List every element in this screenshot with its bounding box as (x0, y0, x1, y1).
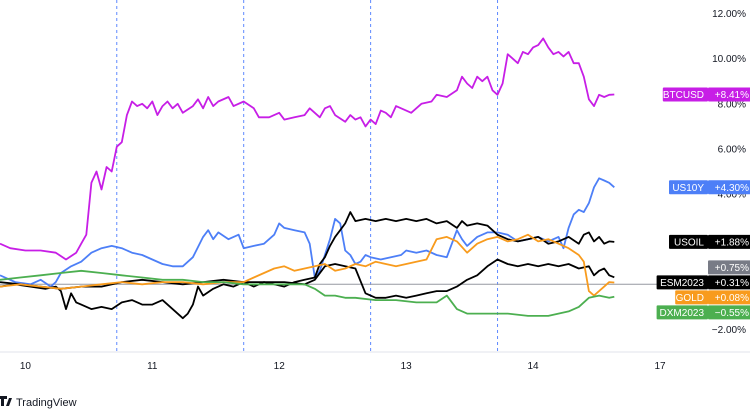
x-tick-label: 11 (147, 361, 158, 372)
symbol-badge-bg (675, 290, 708, 305)
value-badge-text: +0.08% (715, 293, 749, 304)
x-tick-label: 14 (528, 361, 540, 372)
symbol-badge-bg (656, 275, 708, 290)
symbol-badge-bg (656, 305, 708, 320)
x-tick-label: 12 (274, 361, 286, 372)
tradingview-brand[interactable]: TradingView (0, 396, 77, 409)
badge-gold[interactable]: +0.08% GOLD (675, 290, 750, 305)
value-badge-bg (708, 260, 750, 275)
badge-badge-extra[interactable]: +0.75% (708, 260, 750, 275)
symbol-badge-bg (669, 180, 708, 195)
series-line-gold[interactable] (0, 233, 615, 297)
badge-usoil[interactable]: +1.88% USOIL (669, 234, 750, 249)
series-line-usoil[interactable] (0, 211, 615, 320)
value-badge-text: +1.88% (715, 237, 749, 248)
series-line-us10y[interactable] (0, 177, 615, 288)
value-badge-bg (708, 275, 750, 290)
value-badge-text: +8.41% (715, 90, 749, 101)
value-badge-text: +4.30% (715, 183, 749, 194)
badge-btcusd[interactable]: +8.41% BTCUSD (662, 87, 750, 102)
series-lines (0, 37, 615, 320)
value-badge-text: +0.75% (715, 263, 749, 274)
series-line-dxm2023[interactable] (0, 269, 615, 317)
value-badge-bg (708, 180, 750, 195)
symbol-badge-bg (669, 234, 708, 249)
symbol-badge-text: USOIL (674, 237, 704, 248)
x-tick-label: 17 (654, 361, 666, 372)
value-badge-bg (708, 87, 750, 102)
symbol-badge-text: BTCUSD (663, 90, 704, 101)
x-tick-label: 13 (401, 361, 413, 372)
price-badges: +8.41% BTCUSD +4.30% US10Y +1.88% USOIL +0.75%… (656, 87, 750, 320)
value-badge-bg (708, 234, 750, 249)
y-axis: 12.00% 10.00% 8.00% 6.00% 4.00% −2.00% (712, 9, 746, 336)
symbol-badge-text: GOLD (676, 293, 704, 304)
x-tick-label: 10 (20, 361, 32, 372)
value-badge-bg (708, 305, 750, 320)
badge-esm2023[interactable]: +0.31% ESM2023 (656, 275, 750, 290)
symbol-badge-bg (662, 87, 708, 102)
symbol-badge-text: US10Y (672, 183, 704, 194)
symbol-badge-text: DXM2023 (660, 308, 705, 319)
y-tick-label: 8.00% (718, 99, 746, 110)
y-tick-label: 10.00% (712, 54, 746, 65)
brand-name: TradingView (16, 396, 77, 409)
badge-us10y[interactable]: +4.30% US10Y (669, 180, 750, 195)
value-badge-bg (708, 290, 750, 305)
badge-dxm2023[interactable]: −0.55% DXM2023 (656, 305, 750, 320)
value-badge-text: −0.55% (715, 308, 749, 319)
y-tick-label: 12.00% (712, 9, 746, 20)
y-tick-label: −2.00% (712, 325, 746, 336)
y-tick-label: 6.00% (718, 144, 746, 155)
symbol-badge-text: ESM2023 (660, 278, 704, 289)
x-axis: 10 11 12 13 14 17 (20, 361, 666, 372)
tradingview-logo-icon (0, 396, 12, 409)
y-tick-label: 4.00% (718, 190, 746, 201)
value-badge-text: +0.31% (715, 278, 749, 289)
series-line-btcusd[interactable] (0, 37, 615, 261)
